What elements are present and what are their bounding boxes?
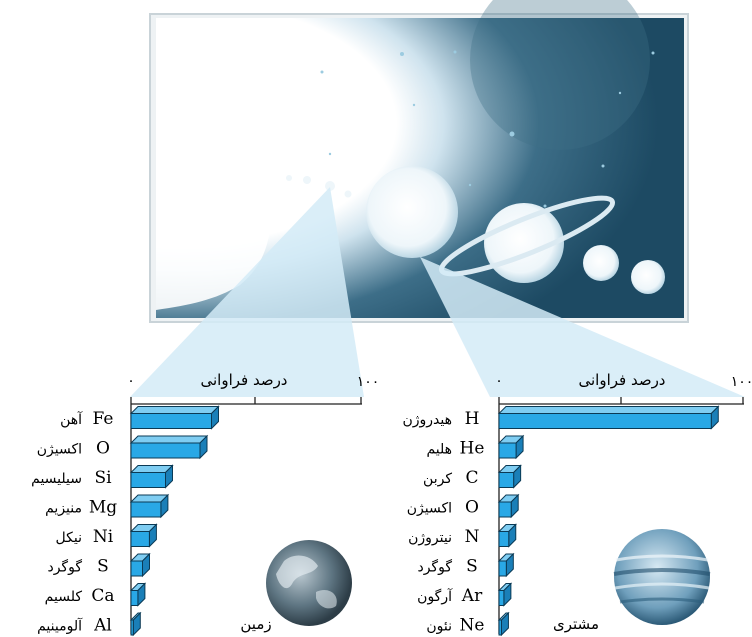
earth-bar-ca — [129, 582, 147, 607]
jupiter-bar-s — [497, 552, 515, 578]
jupiter-bar-ar — [497, 582, 513, 607]
jupiter-bar-h — [497, 405, 720, 430]
jupiter-name-ar: آرگون — [417, 588, 453, 605]
solar-system-photo — [149, 0, 689, 323]
jupiter-symbol-h: H — [465, 409, 480, 429]
jupiter-bars — [497, 405, 720, 637]
earth-name-ca: کلسیم — [45, 589, 83, 605]
uranus-in-photo — [583, 245, 619, 281]
earth-name-si: سیلیسیم — [31, 471, 82, 487]
jupiter-symbol-he: He — [460, 439, 485, 459]
earth-bar-mg — [129, 493, 170, 519]
jupiter-symbol-o: O — [465, 498, 479, 518]
jupiter-bar-c — [497, 464, 522, 489]
earth-bar-si — [129, 464, 174, 489]
jupiter-bar-o — [497, 493, 520, 519]
jupiter-name-c: کربن — [423, 471, 452, 487]
jupiter-symbol-n: N — [465, 527, 480, 547]
jupiter-label: مشتری — [553, 615, 599, 633]
earth-symbol-ni: Ni — [93, 527, 114, 547]
jupiter-axis-title: درصد فراوانی — [578, 371, 665, 389]
earth-label: زمین — [240, 615, 271, 633]
earth-axis-title: درصد فراوانی — [200, 371, 287, 389]
earth-symbol-al: Al — [93, 616, 112, 636]
jupiter-symbol-s: S — [466, 557, 478, 577]
jupiter-name-o: اکسیژن — [407, 501, 452, 517]
earth-name-o: اکسیژن — [37, 442, 82, 458]
earth-symbol-o: O — [96, 439, 110, 459]
earth-symbol-mg: Mg — [89, 498, 117, 518]
earth-name-s: گوگرد — [47, 559, 82, 576]
earth-bars — [129, 405, 220, 637]
jupiter-symbol-ne: Ne — [460, 616, 485, 636]
earth-bar-al — [129, 611, 142, 637]
jupiter-symbol-ar: Ar — [461, 586, 483, 606]
earth-bar-o — [129, 434, 209, 460]
earth-symbol-si: Si — [94, 468, 112, 488]
jupiter-callout — [420, 257, 745, 397]
earth-callout — [130, 187, 364, 397]
jupiter-in-photo — [366, 166, 458, 258]
jupiter-chart: درصد فراوانی ۰ ۱۰۰ H هیدروژن He هلیم C کربن Oا… — [402, 371, 752, 637]
jupiter-globe — [613, 529, 711, 625]
earth-bar-ni — [129, 523, 158, 548]
earth-symbol-ca: Ca — [91, 586, 114, 606]
jupiter-tick-0: ۰ — [495, 373, 503, 389]
jupiter-bar-ne — [497, 611, 510, 637]
jupiter-bar-n — [497, 523, 517, 548]
earth-globe — [266, 540, 352, 626]
jupiter-symbol-c: C — [465, 468, 478, 488]
jupiter-bar-he — [497, 434, 525, 460]
earth-tick-100: ۱۰۰ — [357, 374, 380, 390]
earth-symbol-fe: Fe — [93, 409, 114, 429]
earth-name-mg: منیزیم — [45, 501, 82, 517]
stars — [320, 50, 655, 208]
jupiter-name-ne: نئون — [426, 619, 452, 635]
earth-chart: درصد فراوانی ۰ ۱۰۰ Fe آهن O اکسیژن Si سیلیسیم… — [31, 371, 380, 637]
earth-bar-s — [129, 552, 151, 578]
jupiter-name-h: هیدروژن — [402, 412, 452, 428]
earth-name-ni: نیکل — [56, 530, 82, 546]
jupiter-name-n: نیتروژن — [408, 530, 452, 546]
earth-bar-fe — [129, 405, 220, 430]
jupiter-name-he: هلیم — [426, 442, 452, 458]
earth-name-fe: آهن — [60, 411, 83, 428]
earth-tick-0: ۰ — [127, 373, 135, 389]
neptune-in-photo — [631, 260, 665, 294]
inner-planets — [286, 175, 352, 198]
earth-symbol-s: S — [97, 557, 109, 577]
jupiter-tick-100: ۱۰۰ — [731, 374, 752, 390]
earth-labels: Fe آهن O اکسیژن Si سیلیسیم Mg منیزیم Ni نیکل S گوگر… — [31, 409, 117, 636]
jupiter-name-s: گوگرد — [417, 559, 452, 576]
earth-name-al: آلومینیم — [37, 618, 83, 635]
jupiter-labels: H هیدروژن He هلیم C کربن O اکسیژن N نیتروژن S گوگرد… — [402, 409, 484, 636]
